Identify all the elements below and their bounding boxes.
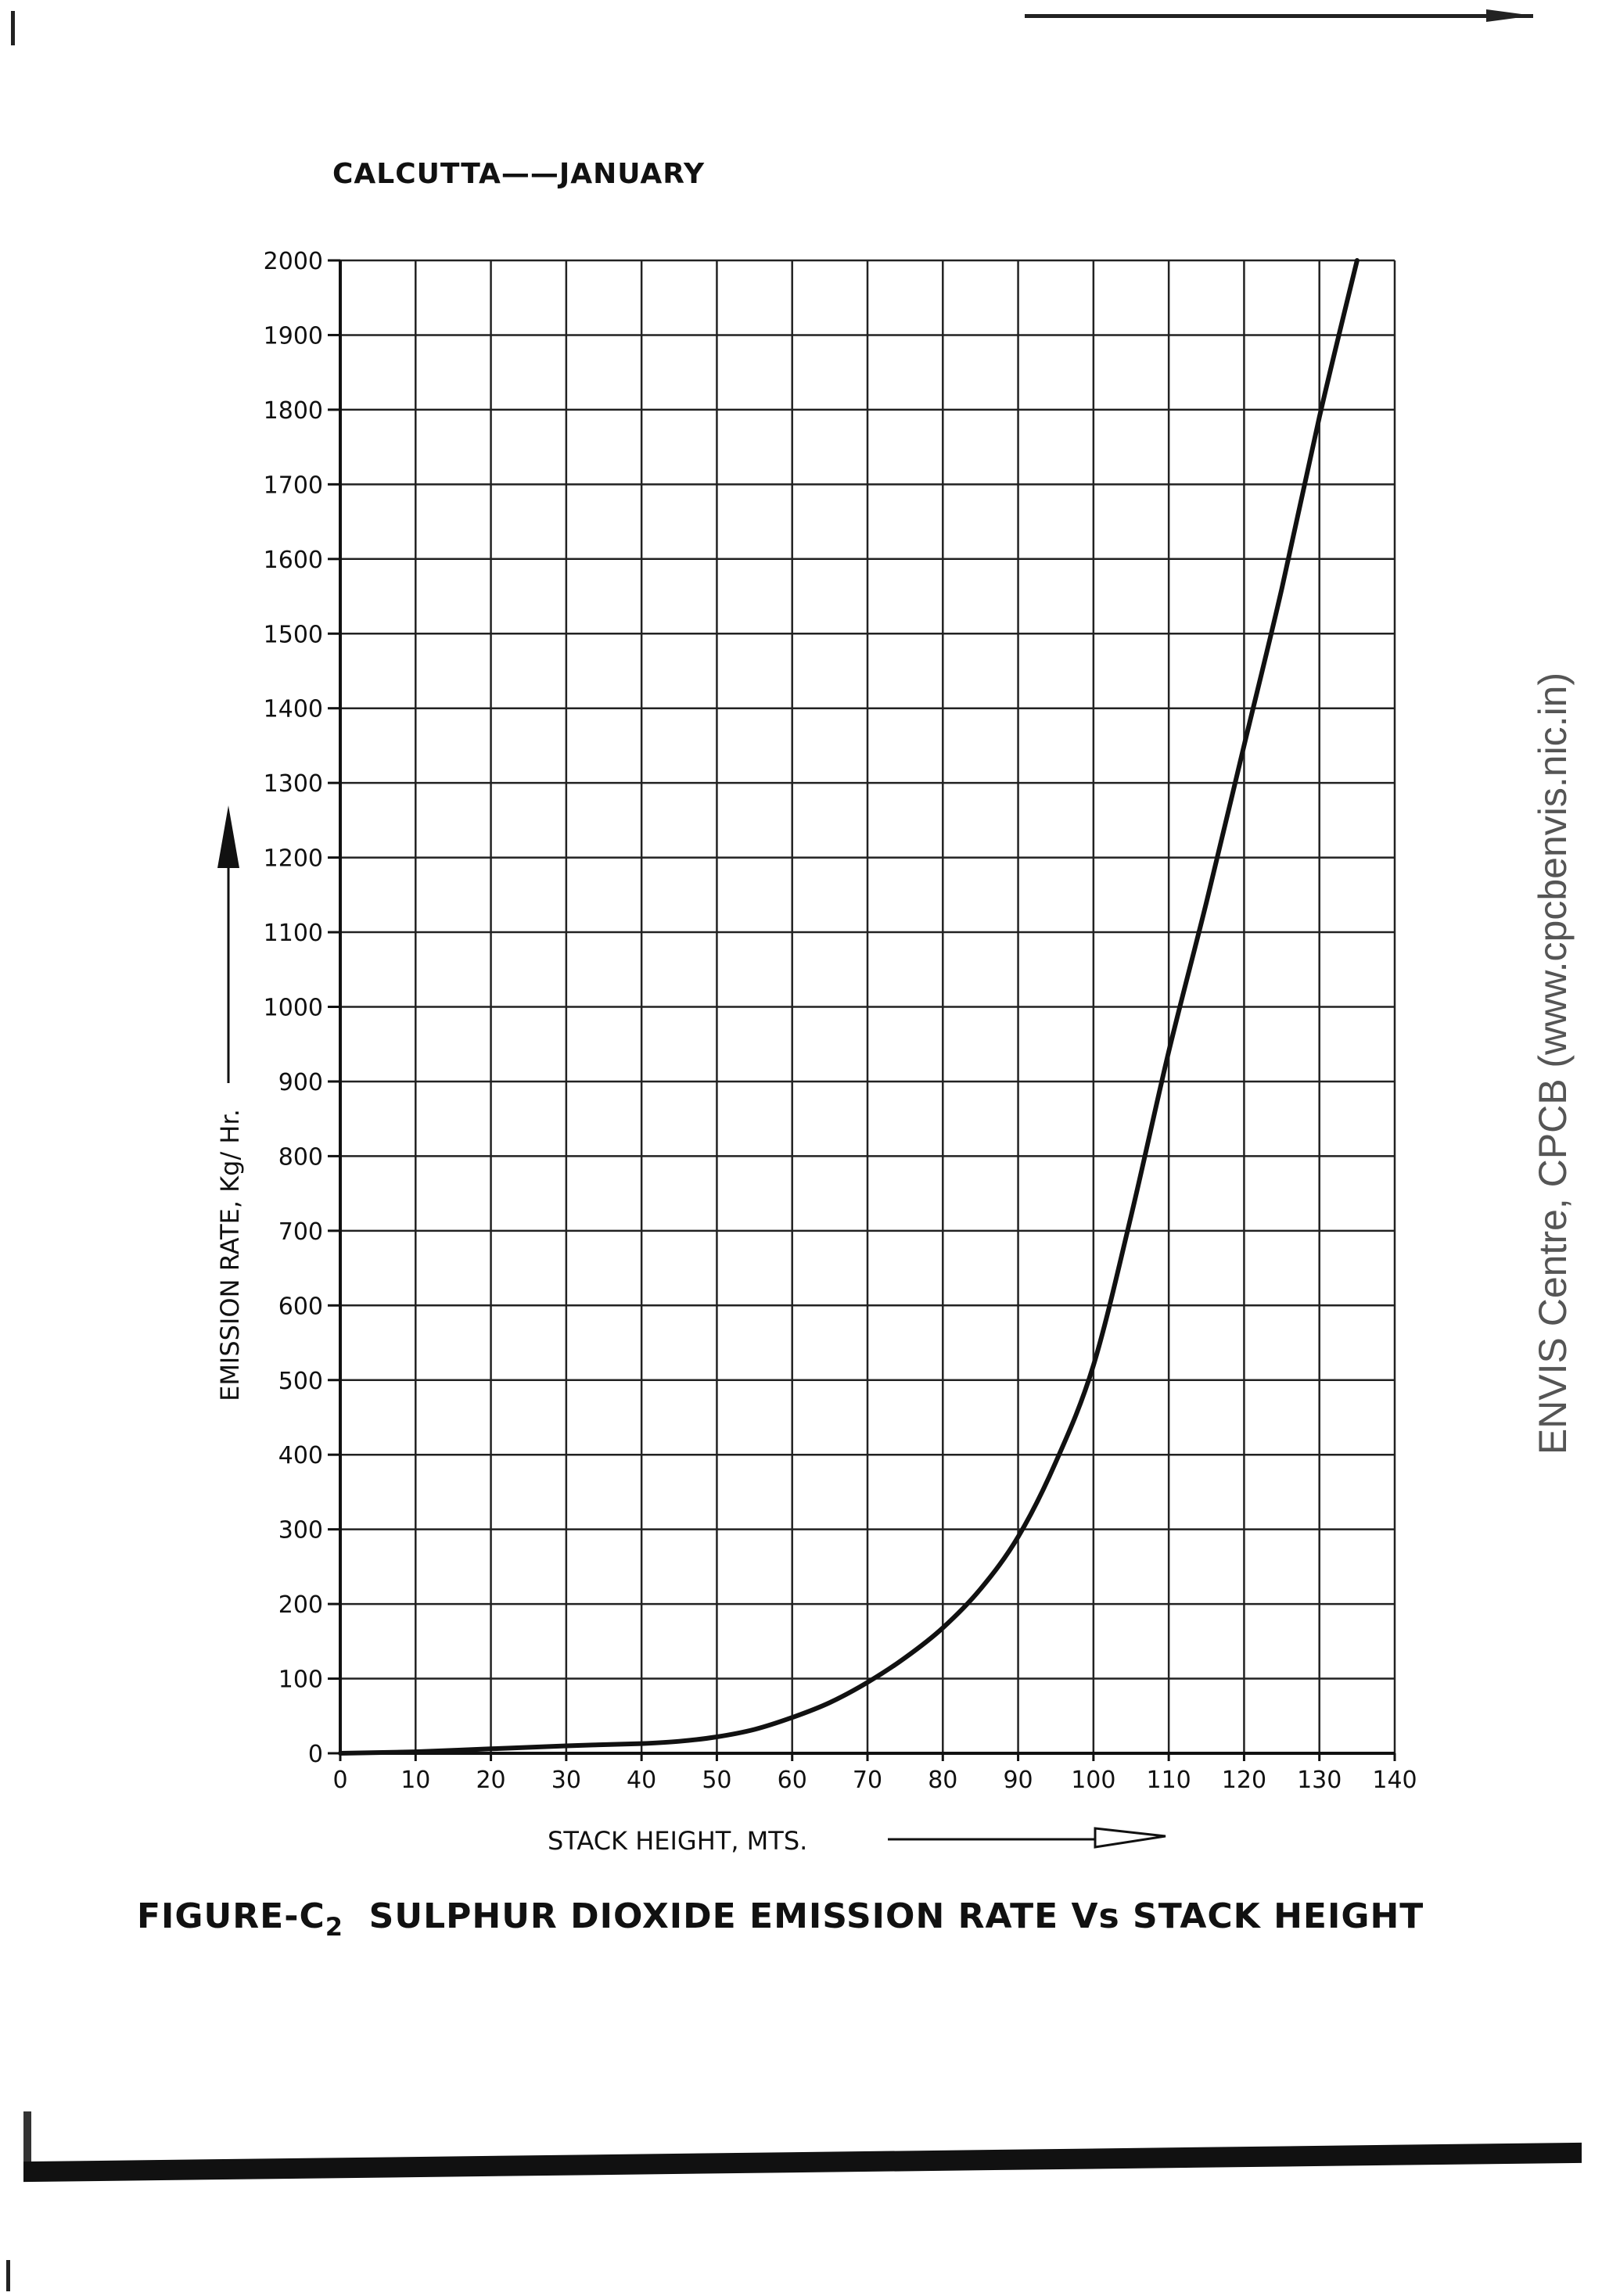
x-tick-label: 120 — [1222, 1767, 1266, 1794]
watermark-text: ENVIS Centre, CPCB (www.cpcbenvis.nic.in… — [1531, 672, 1575, 1455]
chart-tick-labels: 0 10 20 30 40 50 60 70 80 90 100 110 120 130 140010020… — [264, 248, 1417, 1794]
chart-axes — [328, 259, 1396, 1761]
y-tick-label: 1000 — [264, 995, 323, 1022]
series-line — [338, 258, 1360, 1756]
y-tick-label: 300 — [278, 1517, 323, 1544]
scan-corner-mark — [11, 11, 15, 45]
y-tick-label: 500 — [278, 1368, 323, 1395]
y-tick-label: 1800 — [264, 397, 323, 425]
bottom-bar-edge — [23, 2111, 31, 2174]
x-tick-label: 80 — [928, 1767, 957, 1794]
y-tick-label: 1700 — [264, 472, 323, 499]
y-axis-label-group: EMISSION RATE, Kg/ Hr. — [215, 1109, 245, 1401]
caption-subscript: 2 — [325, 1911, 344, 1942]
x-tick-label: 10 — [400, 1767, 430, 1794]
x-tick-label: 0 — [332, 1767, 347, 1794]
y-tick-label: 200 — [278, 1591, 323, 1619]
caption-prefix: FIGURE-C — [137, 1896, 325, 1936]
x-tick-label: 50 — [702, 1767, 731, 1794]
y-tick-label: 400 — [278, 1442, 323, 1469]
figure-caption: FIGURE-C2 SULPHUR DIOXIDE EMISSION RATE … — [137, 1896, 1424, 1942]
scan-corner-mark-bottom — [6, 2260, 10, 2291]
x-tick-label: 70 — [853, 1767, 882, 1794]
y-tick-label: 1200 — [264, 845, 323, 873]
x-tick-label: 110 — [1147, 1767, 1191, 1794]
y-tick-label: 600 — [278, 1293, 323, 1320]
x-tick-label: 20 — [476, 1767, 505, 1794]
x-tick-label: 30 — [551, 1767, 581, 1794]
chart-subtitle: CALCUTTA——JANUARY — [332, 158, 706, 190]
y-tick-label: 1900 — [264, 322, 323, 350]
x-tick-label: 40 — [627, 1767, 656, 1794]
y-axis-label: EMISSION RATE, Kg/ Hr. — [215, 1109, 245, 1401]
x-axis-label: STACK HEIGHT, MTS. — [548, 1826, 807, 1856]
y-tick-label: 0 — [308, 1741, 323, 1768]
x-tick-label: 60 — [778, 1767, 807, 1794]
y-tick-label: 1300 — [264, 770, 323, 798]
y-tick-label: 900 — [278, 1069, 323, 1096]
y-axis-arrow-icon — [217, 805, 239, 868]
y-tick-label: 2000 — [264, 248, 323, 275]
x-tick-label: 90 — [1003, 1767, 1033, 1794]
y-tick-label: 100 — [278, 1666, 323, 1694]
y-tick-label: 700 — [278, 1218, 323, 1246]
y-tick-label: 1600 — [264, 547, 323, 574]
caption-text: SULPHUR DIOXIDE EMISSION RATE Vs STACK H… — [368, 1896, 1424, 1936]
top-rule — [1025, 14, 1533, 18]
y-tick-label: 800 — [278, 1143, 323, 1171]
x-tick-label: 140 — [1372, 1767, 1417, 1794]
y-tick-label: 1400 — [264, 696, 323, 723]
y-tick-label: 1100 — [264, 920, 323, 947]
chart-grid — [339, 259, 1396, 1755]
y-tick-label: 1500 — [264, 621, 323, 648]
x-tick-label: 130 — [1297, 1767, 1342, 1794]
top-rule-arrow-tip — [1486, 9, 1533, 22]
x-axis-arrow-icon — [1094, 1827, 1166, 1849]
x-tick-label: 100 — [1071, 1767, 1115, 1794]
